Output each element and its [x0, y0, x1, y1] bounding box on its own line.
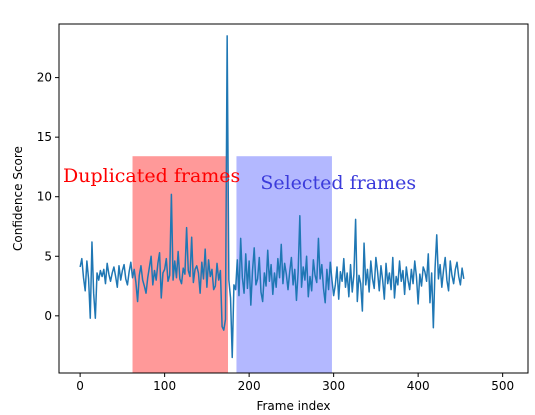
y-axis-label: Confidence Score: [11, 146, 25, 251]
x-axis-label: Frame index: [256, 399, 330, 413]
plot-frame: [58, 23, 529, 374]
x-tick-label: 300: [322, 379, 345, 393]
series-line: [79, 35, 465, 359]
y-tick-label: 5: [44, 249, 52, 263]
x-tick-label: 200: [238, 379, 261, 393]
x-tick-label: 0: [76, 379, 84, 393]
x-tick-label: 500: [491, 379, 514, 393]
y-tick-label: 0: [44, 309, 52, 323]
y-axis-ticks: 0 5 10 15 20: [37, 71, 59, 323]
region-label-selected: Selected frames: [260, 172, 416, 194]
region-label-duplicated: Duplicated frames: [63, 165, 240, 187]
region-labels: Duplicated frames Selected frames: [63, 165, 416, 194]
x-tick-label: 100: [153, 379, 176, 393]
region-duplicated: [132, 156, 229, 373]
y-tick-label: 10: [37, 190, 52, 204]
x-tick-label: 400: [407, 379, 430, 393]
y-tick-label: 15: [37, 130, 52, 144]
y-tick-label: 20: [37, 71, 52, 85]
x-axis-ticks: 0 100 200 300 400 500: [76, 373, 514, 393]
